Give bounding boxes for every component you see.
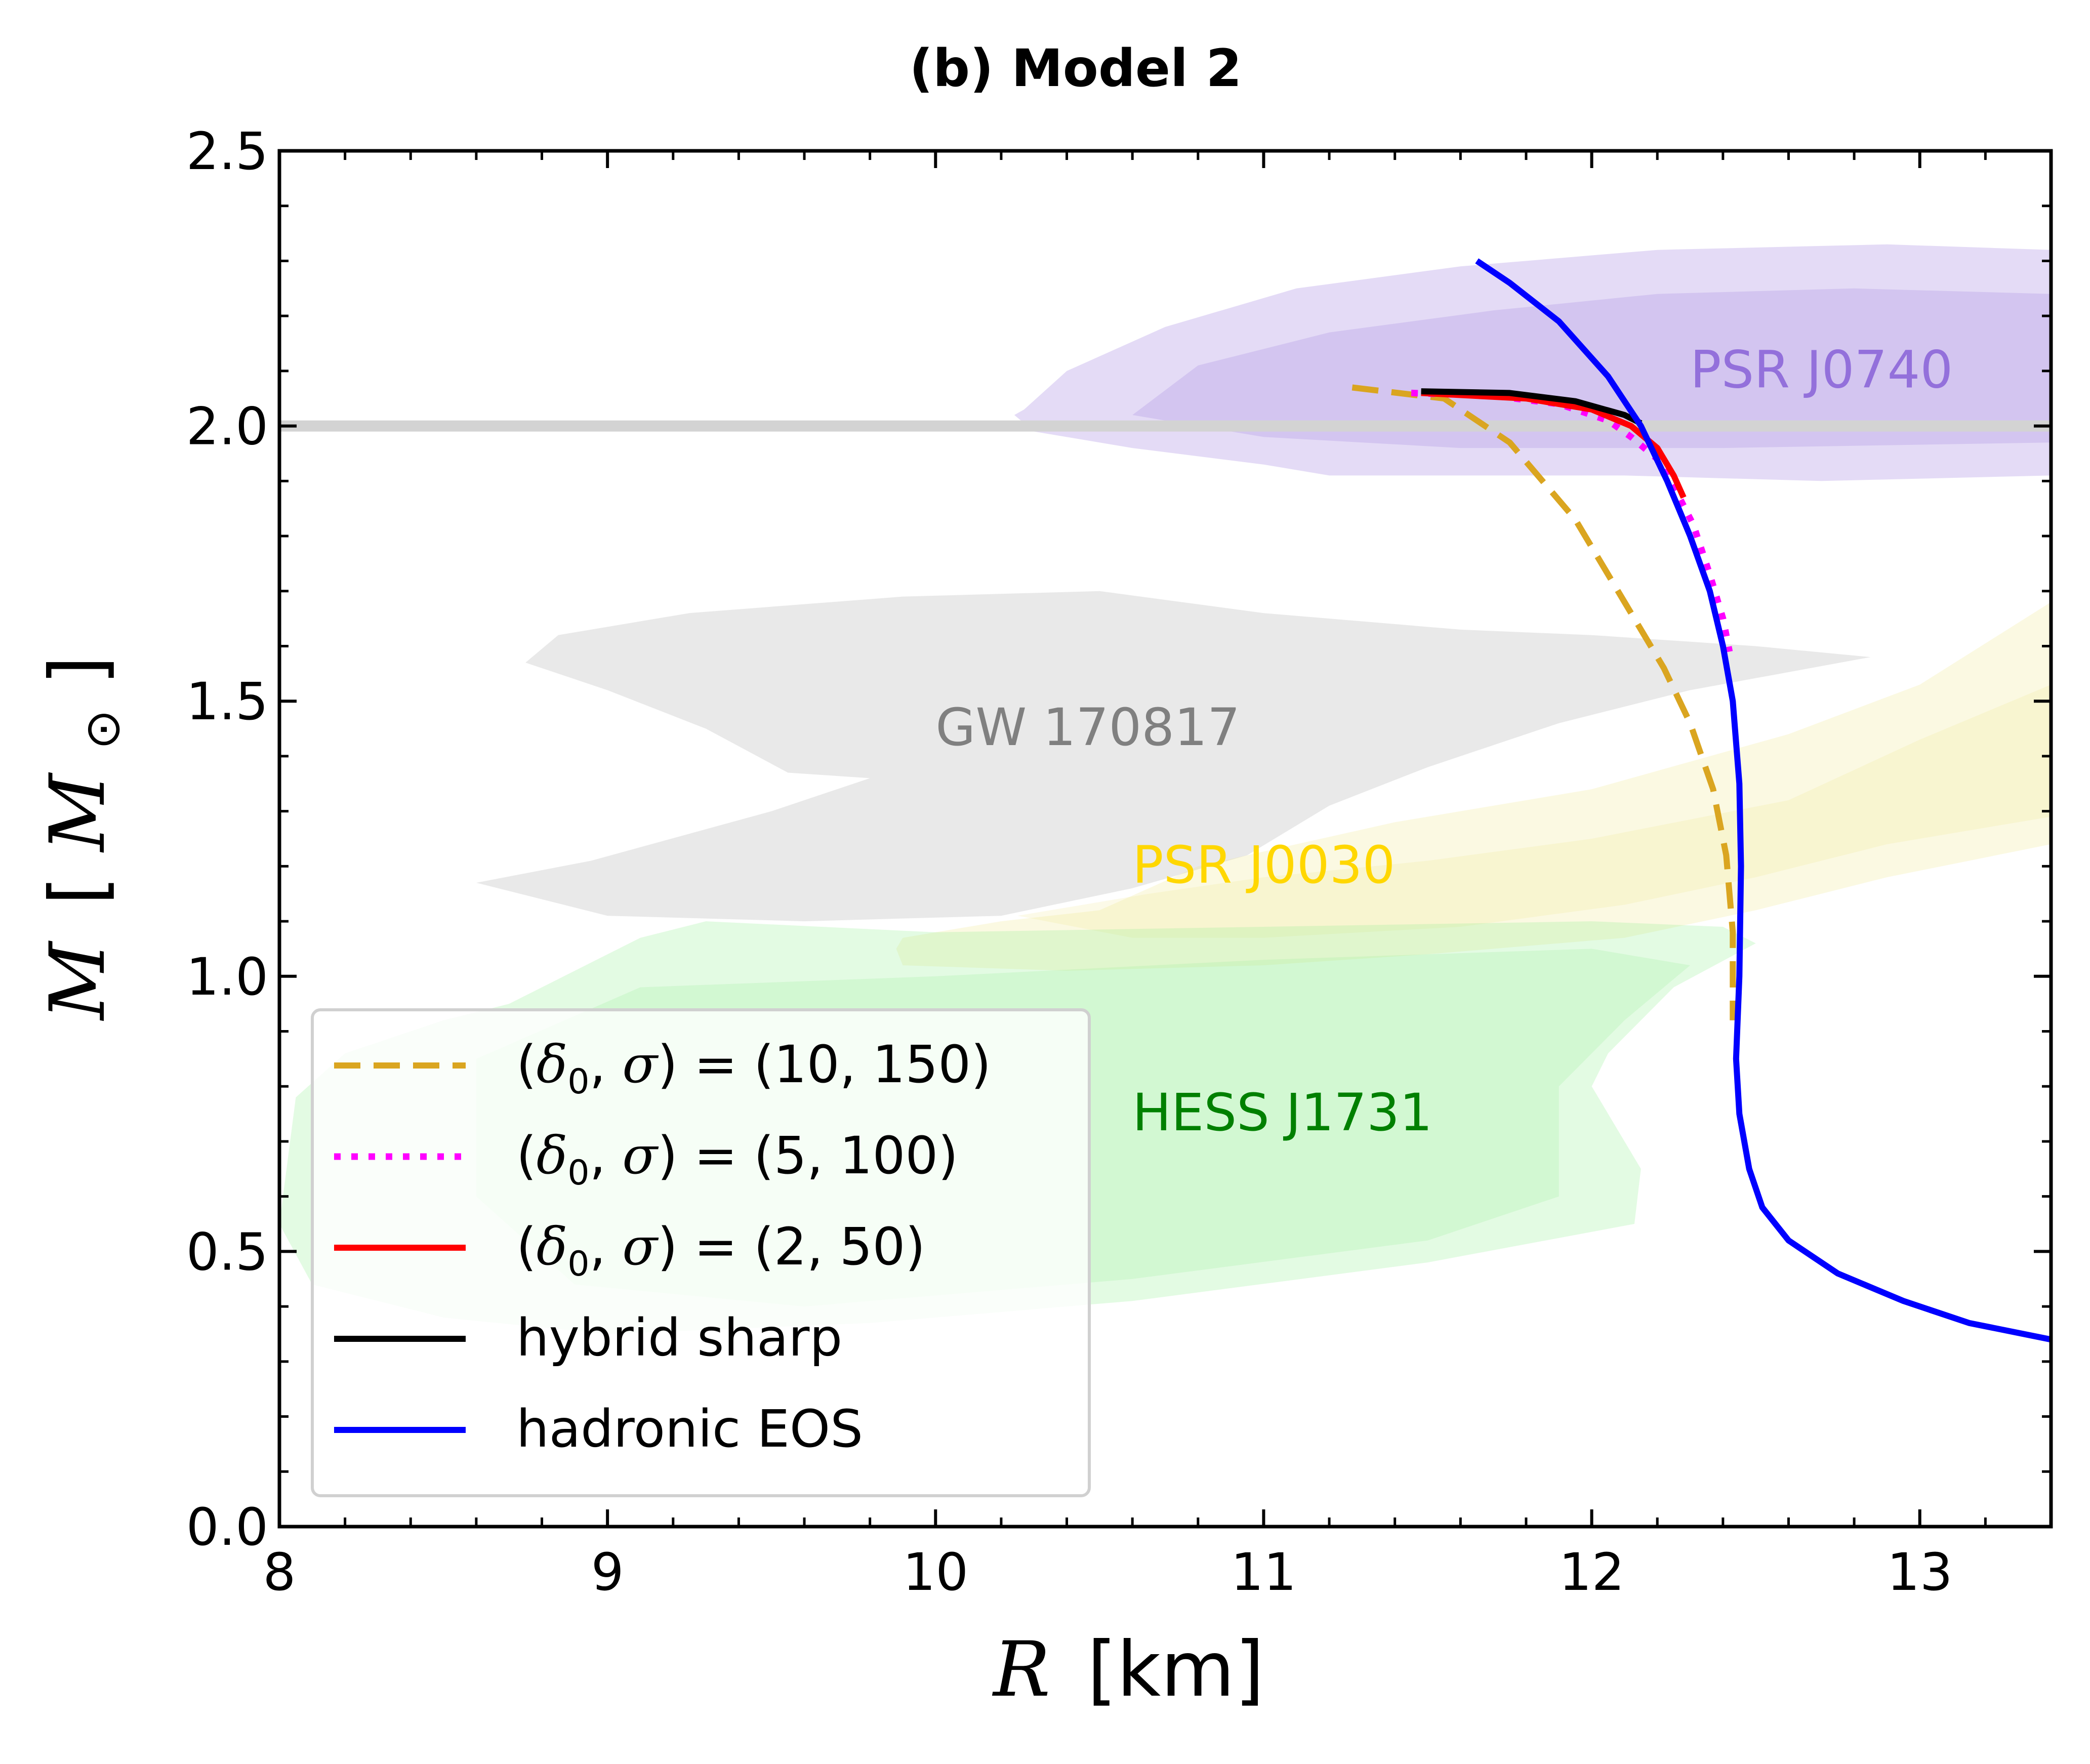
region-label-psr-j0740: PSR J0740 bbox=[1690, 340, 1953, 400]
svg-text:R [km]: R [km] bbox=[992, 1626, 1264, 1714]
legend-label-1: (δ0, σ) = (10, 150) bbox=[516, 1035, 991, 1102]
curve-1-0-10-150 bbox=[1351, 384, 1736, 1020]
legend-swatches bbox=[334, 1062, 466, 1433]
region-labels: PSR J0740 GW 170817 PSR J0030 HESS J1731 bbox=[935, 340, 1953, 1143]
y-tick-label: 0.5 bbox=[186, 1222, 268, 1282]
x-tick-label: 8 bbox=[263, 1542, 296, 1603]
legend-label-4: hybrid sharp bbox=[516, 1308, 842, 1368]
x-tick-label: 11 bbox=[1231, 1542, 1297, 1603]
x-axis-variable: R bbox=[992, 1626, 1050, 1714]
region-psr-j0030-outer bbox=[896, 602, 2051, 971]
y-axis-unit-open: [ bbox=[34, 876, 122, 906]
legend-label-2: (δ0, σ) = (5, 100) bbox=[516, 1126, 958, 1193]
plot-frame bbox=[277, 149, 2053, 1529]
legend-label-5: hadronic EOS bbox=[516, 1399, 863, 1459]
y-axis-variable: M bbox=[34, 940, 122, 1021]
y-tick-label: 1.0 bbox=[186, 947, 268, 1007]
legend-box bbox=[311, 1008, 1091, 1497]
svg-text:M [ M ⊙: M [ M ⊙ ] bbox=[34, 655, 137, 1021]
region-gw-170817-outer bbox=[476, 591, 1871, 922]
region-label-hess-j1731: HESS J1731 bbox=[1132, 1083, 1432, 1143]
region-label-gw-170817: GW 170817 bbox=[935, 698, 1240, 758]
x-tick-label: 13 bbox=[1887, 1542, 1953, 1603]
x-tick-label: 12 bbox=[1559, 1542, 1625, 1603]
y-axis-unit-sub: ⊙ bbox=[75, 709, 131, 750]
y-tick-label: 1.5 bbox=[186, 672, 268, 732]
legend: (δ0, σ) = (10, 150) (δ0, σ) = (5, 100) (… bbox=[311, 1008, 1091, 1497]
axis-ticks: 8 9 10 11 12 13 0.0 0.5 1.0 1.5 2.0 2.5 bbox=[186, 121, 2051, 1603]
y-axis-unit-close: ] bbox=[34, 655, 122, 685]
legend-label-3: (δ0, σ) = (2, 50) bbox=[516, 1217, 925, 1284]
chart-title: (b) Model 2 bbox=[910, 38, 1242, 99]
curve-5-hadronic-eos bbox=[1475, 258, 2051, 1343]
x-tick-label: 9 bbox=[591, 1542, 624, 1603]
y-axis-label: M [ M ⊙ ] bbox=[34, 655, 137, 1021]
region-label-psr-j0030: PSR J0030 bbox=[1132, 835, 1395, 895]
curve-3-0-2-50 bbox=[1421, 390, 1687, 499]
x-axis-unit: [km] bbox=[1087, 1626, 1264, 1714]
y-tick-label: 0.0 bbox=[186, 1497, 268, 1557]
region-psr-j0740-inner bbox=[1132, 288, 2051, 448]
y-tick-label: 2.0 bbox=[186, 397, 268, 457]
y-tick-label: 2.5 bbox=[186, 121, 268, 182]
region-psr-j0030-inner bbox=[1017, 684, 2051, 938]
y-axis-unit-var: M bbox=[34, 772, 122, 853]
x-tick-label: 10 bbox=[903, 1542, 968, 1603]
mass-radius-curves bbox=[1351, 258, 2051, 1343]
curve-4-hybrid-sharp bbox=[1421, 388, 1643, 426]
x-axis-label: R [km] bbox=[992, 1626, 1264, 1714]
